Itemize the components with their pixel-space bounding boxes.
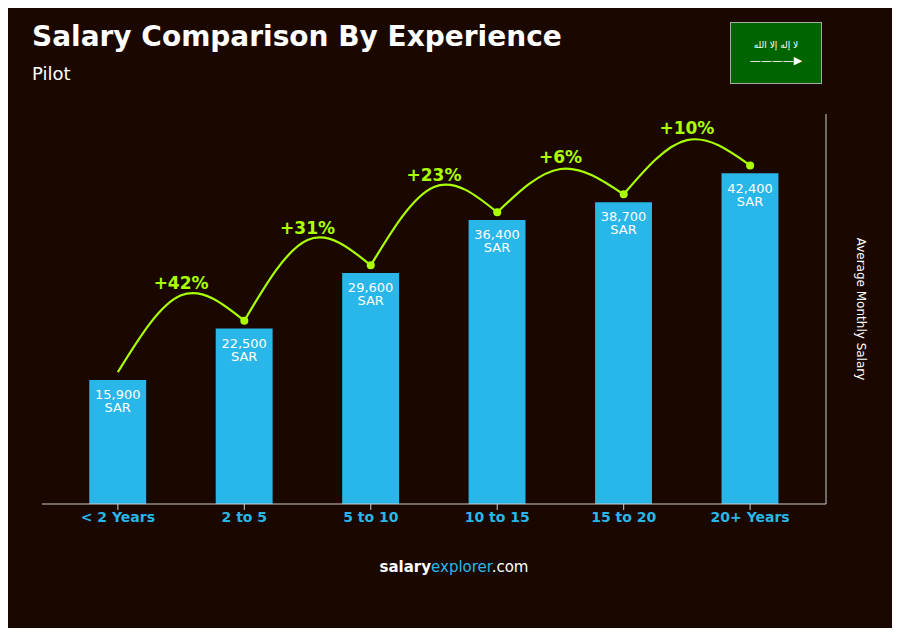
svg-text:< 2 Years: < 2 Years — [81, 509, 155, 525]
svg-text:10 to 15: 10 to 15 — [465, 509, 530, 525]
svg-text:+31%: +31% — [280, 218, 335, 238]
html-text:لا إله إلا الله: لا إله إلا الله — [753, 39, 799, 50]
svg-text:22,500SAR: 22,500SAR — [221, 336, 267, 364]
svg-text:+10%: +10% — [659, 118, 714, 138]
svg-text:Average Monthly Salary: Average Monthly Salary — [854, 238, 868, 381]
svg-text:42,400SAR: 42,400SAR — [727, 181, 773, 209]
html-text:Salary Comparison By Experienc: Salary Comparison By Experience — [32, 20, 562, 53]
html-text:salary explorer.com: salary explorer.com — [379, 558, 529, 576]
svg-text:38,700SAR: 38,700SAR — [601, 209, 647, 237]
svg-text:+23%: +23% — [407, 165, 462, 185]
svg-text:29,600SAR: 29,600SAR — [348, 280, 394, 308]
html-text:Pilot: Pilot — [32, 63, 71, 84]
svg-text:+6%: +6% — [539, 147, 582, 167]
svg-text:2 to 5: 2 to 5 — [222, 509, 268, 525]
svg-text:+42%: +42% — [154, 273, 209, 293]
svg-text:20+ Years: 20+ Years — [711, 509, 790, 525]
svg-text:5 to 10: 5 to 10 — [343, 509, 399, 525]
svg-text:15 to 20: 15 to 20 — [591, 509, 656, 525]
svg-text:15,900SAR: 15,900SAR — [95, 387, 141, 415]
svg-text:36,400SAR: 36,400SAR — [474, 227, 520, 255]
